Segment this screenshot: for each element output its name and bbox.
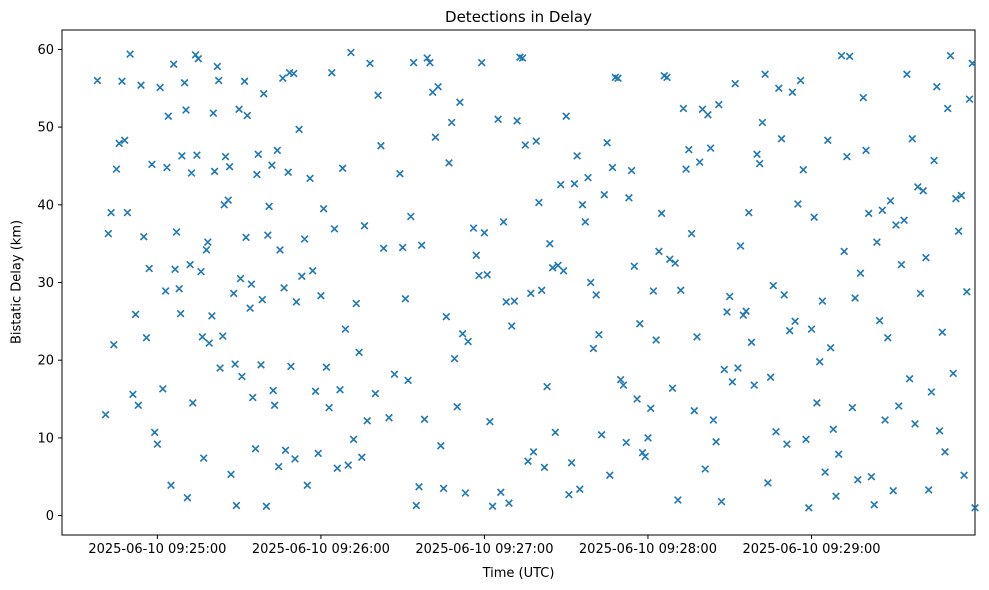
x-tick-label: 2025-06-10 09:26:00 <box>252 542 390 557</box>
y-tick-label: 40 <box>37 198 54 213</box>
y-axis-label: Bistatic Delay (km) <box>9 219 25 345</box>
y-tick-label: 0 <box>46 509 54 524</box>
y-tick-label: 20 <box>37 354 54 369</box>
axes-frame <box>61 29 976 536</box>
y-tick-label: 10 <box>37 431 54 446</box>
chart-title: Detections in Delay <box>445 8 592 26</box>
x-tick-label: 2025-06-10 09:27:00 <box>415 542 553 557</box>
y-tick-label: 50 <box>37 121 54 136</box>
x-axis-label: Time (UTC) <box>482 566 555 581</box>
x-tick-label: 2025-06-10 09:29:00 <box>742 542 880 557</box>
x-tick-label: 2025-06-10 09:25:00 <box>88 542 226 557</box>
y-tick-label: 60 <box>37 43 54 58</box>
y-tick-label: 30 <box>37 276 54 291</box>
x-tick-label: 2025-06-10 09:28:00 <box>579 542 717 557</box>
scatter-points <box>93 48 979 512</box>
